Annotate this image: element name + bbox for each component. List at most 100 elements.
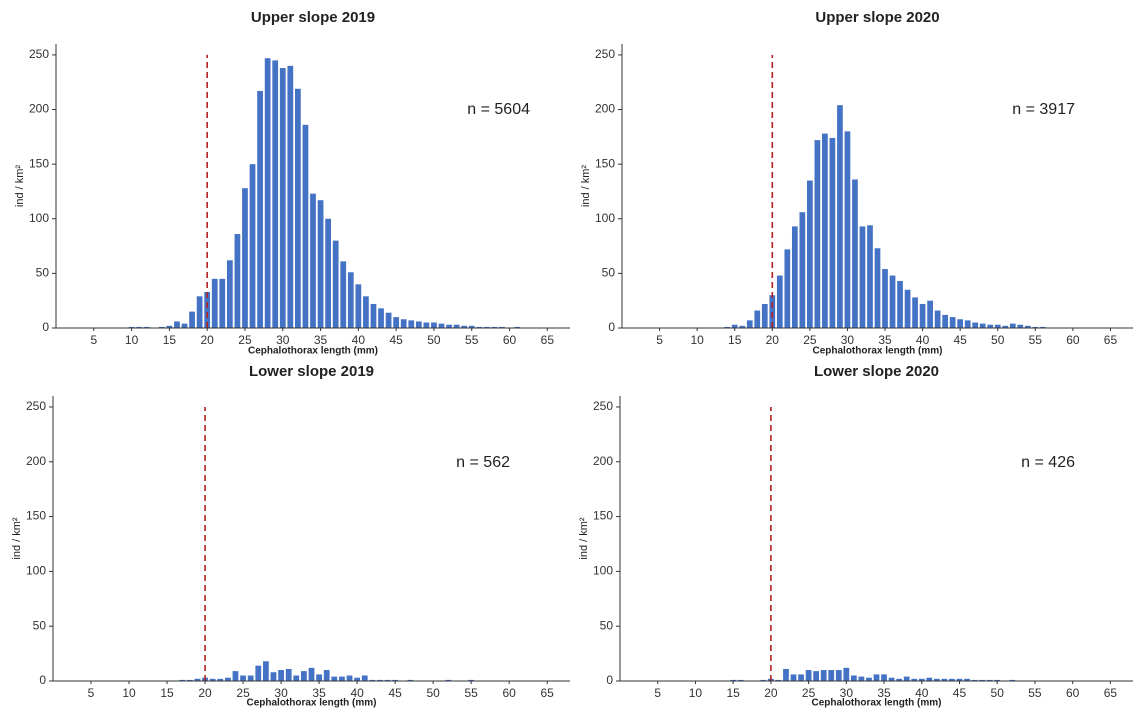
bar xyxy=(835,670,842,681)
x-tick-label: 60 xyxy=(1066,686,1080,700)
bar xyxy=(986,679,993,681)
x-tick-label: 40 xyxy=(916,333,930,347)
x-tick-label: 20 xyxy=(766,333,780,347)
y-tick-label: 50 xyxy=(36,266,50,280)
bar xyxy=(957,319,964,328)
bar xyxy=(737,679,744,681)
bar xyxy=(799,212,806,328)
bar xyxy=(775,679,782,681)
x-tick-label: 30 xyxy=(276,333,290,347)
bar xyxy=(994,324,1001,328)
x-tick-label: 10 xyxy=(690,333,704,347)
bar xyxy=(310,193,316,328)
x-tick-label: 60 xyxy=(502,686,516,700)
bar xyxy=(438,323,445,328)
bar xyxy=(776,275,783,328)
x-tick-label: 55 xyxy=(1029,333,1043,347)
bar xyxy=(181,323,188,328)
bar xyxy=(128,326,135,328)
x-axis-label: Cephalothorax length (mm) xyxy=(811,698,941,709)
bar xyxy=(1039,326,1046,328)
bar xyxy=(179,679,186,681)
bar xyxy=(934,310,941,328)
bar xyxy=(882,269,888,328)
chart-title: Upper slope 2020 xyxy=(815,9,939,26)
bar xyxy=(739,325,746,328)
bar xyxy=(903,676,910,681)
x-tick-label: 65 xyxy=(1104,333,1118,347)
bar xyxy=(949,678,955,681)
bar xyxy=(1009,679,1016,681)
annotation: n = 5604 xyxy=(467,101,530,118)
bar xyxy=(226,260,233,328)
bar xyxy=(385,312,392,328)
x-axis-label: Cephalothorax length (mm) xyxy=(812,346,942,357)
bar xyxy=(499,326,505,328)
x-tick-label: 5 xyxy=(90,333,97,347)
bar xyxy=(347,272,354,328)
bar xyxy=(912,297,918,328)
y-tick-label: 150 xyxy=(29,156,49,170)
bar xyxy=(813,671,820,681)
bar xyxy=(346,675,353,681)
y-tick-label: 200 xyxy=(26,454,46,468)
bar xyxy=(189,311,195,328)
bar xyxy=(272,60,279,329)
y-tick-label: 100 xyxy=(595,211,615,225)
bar xyxy=(393,317,400,328)
y-tick-label: 150 xyxy=(593,509,613,523)
x-tick-label: 35 xyxy=(877,686,891,700)
y-tick-label: 0 xyxy=(608,320,615,334)
bar xyxy=(1002,325,1009,328)
y-tick-label: 150 xyxy=(26,509,46,523)
bar xyxy=(301,671,307,681)
bar xyxy=(896,678,902,681)
x-tick-label: 45 xyxy=(388,686,402,700)
bar xyxy=(332,240,339,328)
bar xyxy=(354,677,361,681)
bar xyxy=(852,179,858,328)
bar xyxy=(897,281,903,328)
y-tick-label: 100 xyxy=(26,564,46,578)
bar xyxy=(370,303,377,328)
bar xyxy=(889,275,896,328)
bar xyxy=(408,320,415,328)
bar xyxy=(461,325,468,328)
bar xyxy=(927,300,933,328)
bar xyxy=(933,678,940,681)
chart-title: Lower slope 2019 xyxy=(249,363,374,380)
x-tick-label: 60 xyxy=(503,333,517,347)
bar xyxy=(431,322,437,328)
bar xyxy=(363,296,369,328)
bar xyxy=(204,291,211,328)
bar xyxy=(323,670,330,681)
bar xyxy=(1032,326,1039,328)
bar xyxy=(867,225,873,328)
bar xyxy=(769,295,776,328)
bar xyxy=(377,679,383,681)
bar xyxy=(873,674,880,681)
bar xyxy=(174,321,180,328)
bar xyxy=(822,133,828,328)
bar xyxy=(302,124,309,328)
bar xyxy=(754,310,761,328)
bar xyxy=(949,317,956,328)
bar xyxy=(730,679,737,681)
y-axis-label: ind / km² xyxy=(14,165,26,208)
y-tick-label: 50 xyxy=(33,618,47,632)
bar xyxy=(242,188,248,328)
bar xyxy=(784,249,791,328)
bar xyxy=(196,296,203,328)
x-tick-label: 25 xyxy=(238,333,252,347)
bar xyxy=(514,326,520,328)
x-tick-label: 45 xyxy=(953,686,967,700)
x-tick-label: 55 xyxy=(1028,686,1042,700)
x-tick-label: 25 xyxy=(802,686,816,700)
bar xyxy=(881,674,887,681)
y-tick-label: 0 xyxy=(39,673,46,687)
bar xyxy=(491,326,498,328)
x-tick-label: 50 xyxy=(426,686,440,700)
x-axis-label: Cephalothorax length (mm) xyxy=(248,346,378,357)
bar xyxy=(1009,323,1016,328)
bar xyxy=(814,140,821,328)
